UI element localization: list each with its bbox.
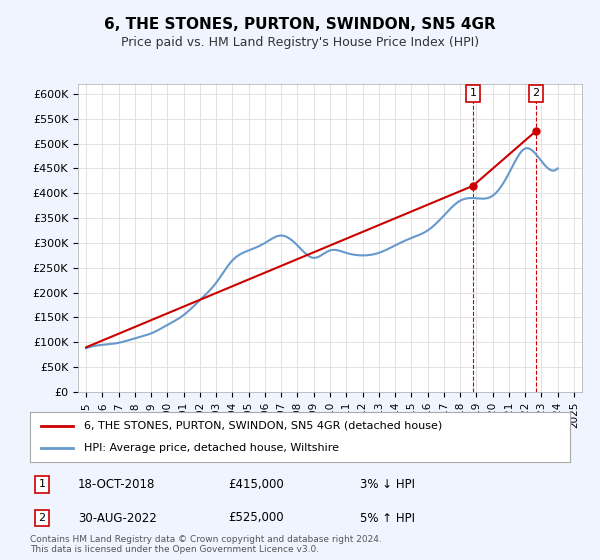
Text: 5% ↑ HPI: 5% ↑ HPI	[360, 511, 415, 525]
Text: HPI: Average price, detached house, Wiltshire: HPI: Average price, detached house, Wilt…	[84, 443, 339, 453]
Text: 3% ↓ HPI: 3% ↓ HPI	[360, 478, 415, 491]
Text: 30-AUG-2022: 30-AUG-2022	[78, 511, 157, 525]
Text: 2: 2	[38, 513, 46, 523]
Text: 2: 2	[532, 88, 539, 98]
Text: £525,000: £525,000	[228, 511, 284, 525]
Text: 1: 1	[469, 88, 476, 98]
Text: 6, THE STONES, PURTON, SWINDON, SN5 4GR (detached house): 6, THE STONES, PURTON, SWINDON, SN5 4GR …	[84, 421, 442, 431]
Text: £415,000: £415,000	[228, 478, 284, 491]
Text: Contains HM Land Registry data © Crown copyright and database right 2024.
This d: Contains HM Land Registry data © Crown c…	[30, 535, 382, 554]
Text: 6, THE STONES, PURTON, SWINDON, SN5 4GR: 6, THE STONES, PURTON, SWINDON, SN5 4GR	[104, 17, 496, 32]
Text: Price paid vs. HM Land Registry's House Price Index (HPI): Price paid vs. HM Land Registry's House …	[121, 36, 479, 49]
Text: 1: 1	[38, 479, 46, 489]
Text: 18-OCT-2018: 18-OCT-2018	[78, 478, 155, 491]
